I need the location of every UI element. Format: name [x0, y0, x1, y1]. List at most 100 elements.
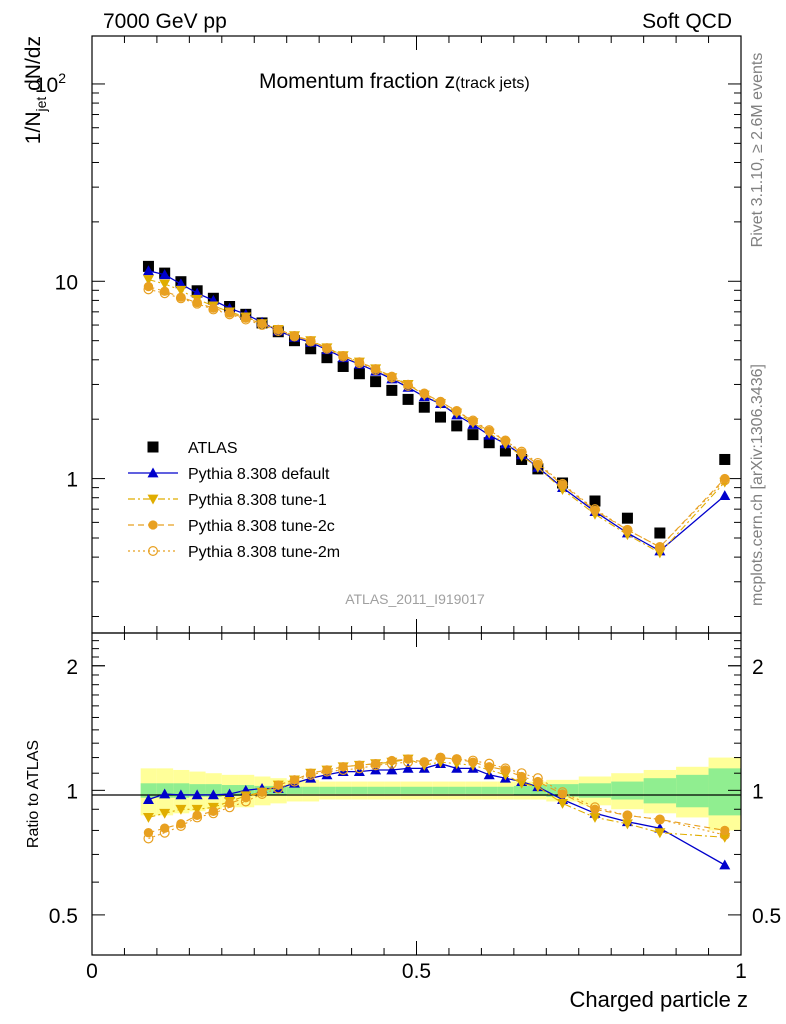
ratio-stat-band-14	[367, 786, 385, 794]
ratio-stat-band-15	[384, 786, 401, 794]
header-left: 7000 GeV pp	[103, 10, 227, 33]
main-point-4-15	[386, 372, 397, 383]
main-point-4-18	[435, 396, 446, 407]
main-point-0-29	[719, 453, 731, 465]
main-point-4-7	[257, 320, 268, 331]
ratio-point-2-27	[622, 810, 633, 821]
main-point-4-19	[451, 406, 462, 417]
ratio-point-3-29	[719, 829, 730, 840]
x-axis-label: Charged particle z	[569, 987, 748, 1012]
ratio-point-2-17	[419, 757, 429, 767]
ylabel-part-sub: jet	[33, 97, 49, 113]
ratio-point-3-23	[516, 768, 527, 779]
main-title-text: Momentum fraction z	[259, 70, 455, 93]
main-point-3-29	[720, 473, 730, 484]
ratio-stat-band-18	[432, 786, 449, 794]
main-point-1-0	[142, 265, 154, 276]
ratio-point-1-3	[191, 804, 203, 815]
main-point-3-10	[306, 335, 316, 346]
ratio-stat-band-9	[286, 786, 303, 794]
ratio-point-0-13	[353, 766, 365, 776]
ratio-stat-band-28	[643, 778, 677, 804]
ratio-point-0-3	[191, 789, 203, 800]
ratio-point-2-2	[176, 819, 186, 829]
ratio-stat-band-29	[676, 774, 709, 808]
ratio-stat-band-12	[335, 786, 352, 794]
ratio-stat-band-20	[465, 786, 482, 794]
ratio-point-3-13	[354, 763, 365, 774]
main-point-1-29	[719, 490, 731, 501]
ratio-point-1-27	[621, 819, 633, 830]
ratio-point-3-17	[419, 757, 430, 768]
main-point-4-14	[370, 365, 381, 376]
ratio-point-0-5	[224, 788, 236, 799]
ylabel-part-2: dN/dz	[22, 36, 45, 97]
ratio-ytick-label-right-2: 2	[752, 656, 764, 679]
ratio-point-3-5	[224, 802, 235, 813]
main-point-0-26	[589, 495, 601, 507]
ratio-stat-band-23	[513, 785, 531, 795]
ylabel-part-1: 1/N	[22, 112, 45, 145]
ratio-stat-band-10	[302, 786, 320, 794]
ratio-point-3-19	[451, 754, 462, 765]
main-point-0-28	[654, 527, 666, 539]
ratio-point-3-14	[370, 760, 381, 771]
ratio-point-3-20	[467, 755, 478, 766]
ratio-point-3-25	[557, 787, 568, 798]
ratio-point-2-6	[241, 792, 251, 803]
main-point-4-3	[192, 298, 203, 309]
legend-marker-1	[147, 467, 159, 478]
main-point-4-13	[354, 358, 365, 369]
ratio-point-0-16	[402, 762, 414, 773]
main-point-0-16	[402, 393, 414, 405]
legend-label-2: Pythia 8.308 tune-1	[188, 492, 327, 509]
xtick-label-0: 0	[86, 960, 98, 983]
header-right: Soft QCD	[642, 10, 732, 33]
ratio-stat-band-22	[497, 786, 514, 794]
main-point-4-22	[500, 435, 511, 446]
ratio-series	[142, 752, 731, 870]
ratio-point-1-26	[589, 813, 601, 823]
main-point-2-1	[159, 279, 171, 290]
main-line-4	[148, 288, 726, 548]
mcplots-label: mcplots.cern.ch [arXiv:1306.3436]	[749, 364, 766, 606]
ratio-point-1-25	[557, 798, 569, 809]
main-point-4-29	[719, 475, 730, 486]
ratio-point-3-0	[143, 833, 154, 844]
main-point-4-16	[403, 380, 414, 391]
ratio-stat-band-27	[611, 781, 644, 800]
main-point-4-21	[484, 425, 495, 436]
ratio-stat-band-17	[416, 786, 433, 794]
main-series	[142, 260, 731, 559]
ratio-point-2-12	[338, 762, 348, 772]
legend-marker-2	[147, 494, 159, 505]
ratio-point-0-1	[159, 788, 171, 799]
ratio-point-1-28	[654, 828, 666, 839]
ratio-point-3-1	[159, 827, 170, 838]
ratio-point-3-28	[654, 814, 665, 825]
ratio-stat-band-11	[319, 786, 336, 794]
ratio-point-3-21	[484, 758, 495, 769]
main-point-0-20	[467, 429, 479, 441]
ratio-point-1-1	[159, 808, 171, 819]
ratio-stat-band-0	[140, 783, 157, 798]
watermark: ATLAS_2011_I919017	[345, 591, 485, 607]
ratio-point-3-9	[289, 776, 300, 787]
legend: ATLAS Pythia 8.308 default Pythia 8.308 tu…	[128, 440, 340, 561]
main-point-4-12	[338, 351, 349, 362]
main-point-3-20	[468, 416, 478, 427]
main-title-sub: (track jets)	[455, 75, 530, 92]
legend-label-3: Pythia 8.308 tune-2c	[188, 518, 335, 535]
legend-label-0: ATLAS	[188, 440, 238, 457]
main-point-0-17	[418, 401, 430, 413]
main-point-4-23	[516, 446, 527, 457]
main-point-3-18	[435, 397, 446, 407]
ratio-point-3-10	[305, 769, 316, 780]
ratio-point-3-11	[321, 766, 332, 777]
ratio-ytick-label-left-0: 0.5	[49, 905, 78, 928]
main-ylabel: 1/Njet dN/dz	[22, 36, 49, 144]
main-point-4-6	[240, 314, 251, 325]
xtick-label-2: 1	[735, 960, 747, 983]
main-point-4-24	[532, 457, 543, 468]
